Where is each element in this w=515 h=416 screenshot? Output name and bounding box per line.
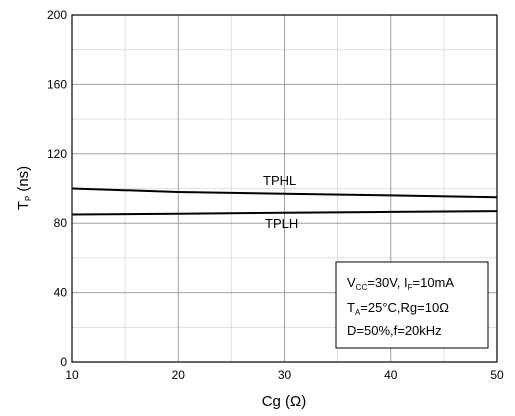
y-axis-label-sub: P: [24, 196, 33, 201]
y-tick-label: 0: [60, 355, 67, 369]
series-label-tplh: TPLH: [265, 216, 298, 231]
series-lines: [71, 187, 498, 216]
x-tick-label: 50: [490, 368, 504, 382]
x-tick-labels: 10 20 30 40 50: [65, 368, 504, 382]
y-axis-label-unit: (ns): [15, 166, 32, 192]
y-tick-label: 120: [47, 147, 67, 161]
conditions-box: VCC=30V, IF=10mA TA=25°C,Rg=10Ω D=50%,f=…: [335, 261, 489, 349]
x-tick-label: 20: [172, 368, 186, 382]
y-tick-label: 160: [47, 77, 67, 91]
condition-line-3: D=50%,f=20kHz: [347, 323, 442, 338]
x-tick-label: 40: [384, 368, 398, 382]
series-line-tphl: [71, 187, 498, 199]
series-line-tplh: [71, 210, 498, 216]
conditions-box-frame: [335, 261, 489, 349]
vcc-symbol: V: [347, 275, 356, 290]
vcc-value: =30V, I: [367, 275, 407, 290]
y-tick-label: 80: [54, 216, 68, 230]
condition-line-2: TA=25°C,Rg=10Ω: [347, 300, 449, 317]
if-value: =10mA: [413, 275, 455, 290]
y-tick-labels: 0 40 80 120 160 200: [47, 8, 67, 369]
condition-line-1: VCC=30V, IF=10mA: [347, 275, 454, 292]
y-tick-label: 200: [47, 8, 67, 22]
series-label-tphl: TPHL: [263, 173, 296, 188]
y-axis-label-main: T: [15, 201, 32, 210]
x-tick-label: 30: [278, 368, 292, 382]
y-tick-label: 40: [54, 286, 68, 300]
ta-symbol: T: [347, 300, 355, 315]
x-tick-label: 10: [65, 368, 79, 382]
if-subscript: F: [408, 283, 413, 292]
x-axis-label: Cg (Ω): [262, 393, 307, 410]
ta-value: =25°C,Rg=10Ω: [360, 300, 449, 315]
y-axis-label: TP (ns): [15, 166, 33, 210]
ta-subscript: A: [355, 308, 361, 317]
vcc-subscript: CC: [356, 283, 368, 292]
